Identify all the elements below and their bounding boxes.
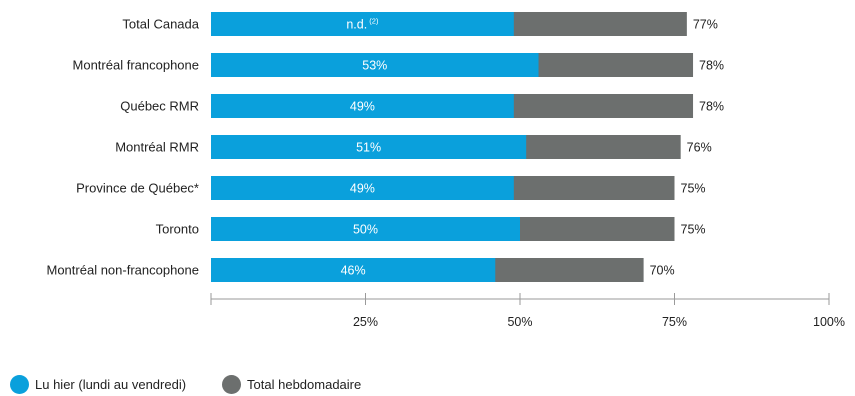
category-label: Province de Québec*	[76, 181, 199, 196]
daily-bar	[211, 217, 520, 241]
legend-item-weekly: Total hebdomadaire	[222, 375, 361, 394]
daily-value-label: 46%	[341, 264, 366, 278]
legend: Lu hier (lundi au vendredi) Total hebdom…	[10, 375, 397, 394]
daily-value-labels: n.d. (2)53%49%51%49%50%46%	[341, 17, 388, 278]
legend-label-daily: Lu hier (lundi au vendredi)	[35, 377, 187, 392]
x-tick-label: 50%	[507, 315, 532, 329]
x-tick-label: 100%	[813, 315, 845, 329]
daily-value-label: 49%	[350, 100, 375, 114]
daily-value-label: 53%	[362, 59, 387, 73]
x-axis: 25% 50% 75% 100%	[210, 293, 845, 329]
category-label: Montréal RMR	[115, 140, 199, 155]
daily-bar	[211, 135, 527, 159]
footnote-marker: (2)	[367, 17, 379, 26]
total-value-label: 76%	[687, 141, 712, 155]
daily-value-label: 49%	[350, 182, 375, 196]
x-tick-label: 25%	[353, 315, 378, 329]
daily-bar	[211, 176, 514, 200]
category-label: Québec RMR	[120, 99, 199, 114]
category-label: Montréal non-francophone	[47, 263, 200, 278]
total-value-label: 75%	[681, 182, 706, 196]
category-label: Total Canada	[122, 17, 199, 32]
daily-value-label: 50%	[353, 223, 378, 237]
daily-bar	[211, 94, 514, 118]
legend-swatch-weekly	[222, 375, 242, 394]
daily-value-label: 51%	[356, 141, 381, 155]
daily-bar	[211, 258, 496, 282]
total-value-label: 78%	[699, 100, 724, 114]
category-labels: Total Canada Montréal francophone Québec R…	[47, 17, 200, 278]
total-value-label: 78%	[699, 59, 724, 73]
legend-item-daily: Lu hier (lundi au vendredi)	[10, 375, 186, 394]
total-value-label: 77%	[693, 18, 718, 32]
daily-bar	[211, 12, 514, 36]
total-value-label: 75%	[681, 223, 706, 237]
category-label: Toronto	[156, 222, 199, 237]
total-value-label: 70%	[650, 264, 675, 278]
daily-bar	[211, 53, 539, 77]
category-label: Montréal francophone	[73, 58, 199, 73]
daily-bars	[211, 12, 539, 282]
legend-swatch-daily	[10, 375, 29, 394]
bar-chart: Total Canada Montréal francophone Québec R…	[47, 12, 845, 329]
total-value-labels: 77% 78% 78% 76% 75% 75% 70%	[650, 18, 724, 278]
legend-label-weekly: Total hebdomadaire	[247, 377, 362, 392]
x-tick-label: 75%	[662, 315, 687, 329]
